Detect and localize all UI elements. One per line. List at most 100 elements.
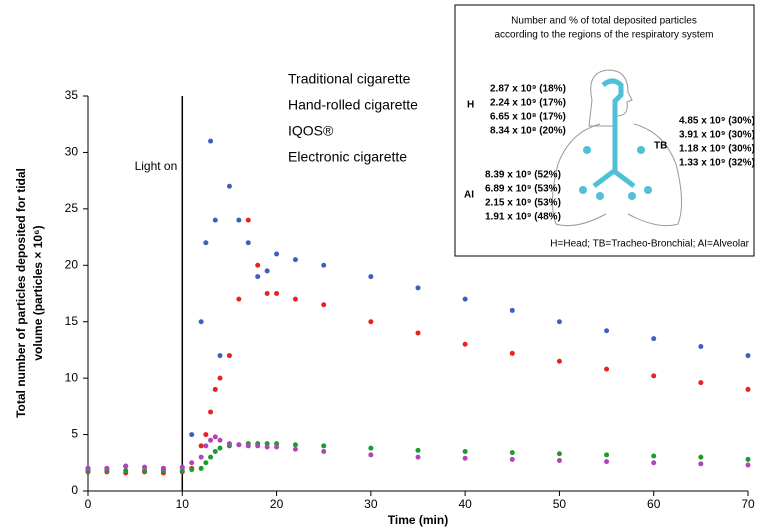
- annotation-label: Light on: [135, 159, 178, 173]
- data-point: [292, 257, 298, 263]
- data-point: [292, 442, 298, 448]
- data-point: [226, 441, 232, 447]
- data-point: [264, 268, 270, 274]
- legend-entry: Electronic cigarette: [288, 149, 407, 165]
- lung-diagram: [552, 69, 682, 227]
- data-point: [217, 437, 223, 443]
- data-point: [217, 353, 223, 359]
- data-point: [745, 462, 751, 468]
- data-point: [203, 460, 209, 466]
- data-point: [189, 467, 195, 473]
- data-point: [651, 373, 657, 379]
- data-point: [462, 296, 468, 302]
- data-point: [203, 432, 209, 438]
- data-point: [556, 358, 562, 364]
- inset-value: 2.15 x 10⁹ (53%): [485, 198, 561, 209]
- data-point: [123, 468, 129, 474]
- data-point: [212, 386, 218, 392]
- data-point: [651, 460, 657, 466]
- data-point: [509, 450, 515, 456]
- data-point: [462, 341, 468, 347]
- data-point: [189, 432, 195, 438]
- x-tick-label: 0: [85, 497, 92, 511]
- data-point: [368, 274, 374, 280]
- y-tick-label: 5: [71, 427, 78, 441]
- inset-value: 1.91 x 10⁹ (48%): [485, 212, 561, 223]
- data-point: [698, 344, 704, 350]
- data-point: [415, 330, 421, 336]
- data-point: [556, 451, 562, 457]
- inset-value: 2.24 x 10⁹ (17%): [490, 98, 566, 109]
- data-point: [509, 456, 515, 462]
- data-point: [321, 262, 327, 268]
- legend-entry: IQOS®: [288, 123, 334, 139]
- data-point: [509, 350, 515, 356]
- inset-region-label: H: [467, 100, 474, 111]
- data-point: [226, 353, 232, 359]
- data-point: [292, 296, 298, 302]
- data-point: [160, 465, 166, 471]
- data-point: [245, 217, 251, 223]
- data-point: [255, 443, 261, 449]
- x-tick-label: 10: [176, 497, 190, 511]
- data-point: [274, 291, 280, 296]
- x-tick-label: 40: [458, 497, 472, 511]
- x-tick-label: 30: [364, 497, 378, 511]
- data-point: [274, 444, 280, 450]
- data-point: [189, 460, 195, 466]
- data-point: [415, 454, 421, 460]
- data-point: [208, 454, 214, 460]
- data-point: [698, 380, 704, 386]
- inset-value: 8.34 x 10⁸ (20%): [490, 126, 566, 137]
- data-point: [217, 375, 223, 381]
- data-point: [212, 217, 218, 223]
- data-point: [255, 262, 261, 268]
- data-point: [198, 454, 204, 460]
- y-tick-label: 25: [65, 201, 79, 215]
- data-point: [236, 217, 242, 223]
- data-point: [255, 274, 261, 280]
- y-tick-label: 0: [71, 483, 78, 497]
- data-point: [198, 319, 204, 325]
- x-axis-title: Time (min): [388, 513, 448, 527]
- data-point: [245, 240, 251, 246]
- data-point: [236, 442, 242, 448]
- x-tick-label: 70: [741, 497, 755, 511]
- inset-region-label: TB: [654, 141, 667, 152]
- inset-title: according to the regions of the respirat…: [495, 30, 714, 41]
- y-tick-label: 20: [65, 257, 79, 271]
- inset: Number and % of total deposited particle…: [454, 4, 755, 257]
- y-tick-label: 15: [65, 314, 79, 328]
- data-point: [604, 459, 610, 465]
- data-point: [198, 443, 204, 449]
- data-point: [745, 353, 751, 359]
- data-point: [179, 464, 185, 470]
- data-point: [321, 302, 327, 308]
- data-point: [509, 307, 515, 313]
- data-point: [698, 454, 704, 460]
- data-point: [212, 449, 218, 454]
- data-point: [745, 386, 751, 392]
- data-point: [604, 328, 610, 334]
- data-point: [745, 456, 751, 462]
- data-point: [203, 240, 209, 246]
- data-point: [264, 291, 270, 296]
- inset-title: Number and % of total deposited particle…: [511, 16, 697, 27]
- data-point: [368, 319, 374, 325]
- data-point: [236, 296, 242, 302]
- data-point: [556, 319, 562, 325]
- inset-value: 3.91 x 10⁹ (30%): [679, 130, 755, 141]
- inset-value: 6.89 x 10⁹ (53%): [485, 184, 561, 195]
- y-tick-label: 10: [65, 370, 79, 384]
- data-point: [203, 443, 209, 449]
- data-point: [264, 444, 270, 450]
- data-point: [274, 251, 280, 257]
- inset-box: [454, 4, 755, 257]
- y-axis-title: volume (particles × 10⁶): [31, 225, 45, 360]
- data-point: [462, 455, 468, 461]
- data-point: [85, 465, 91, 471]
- data-point: [208, 138, 214, 144]
- x-tick-label: 20: [270, 497, 284, 511]
- inset-value: 8.39 x 10⁹ (52%): [485, 170, 561, 181]
